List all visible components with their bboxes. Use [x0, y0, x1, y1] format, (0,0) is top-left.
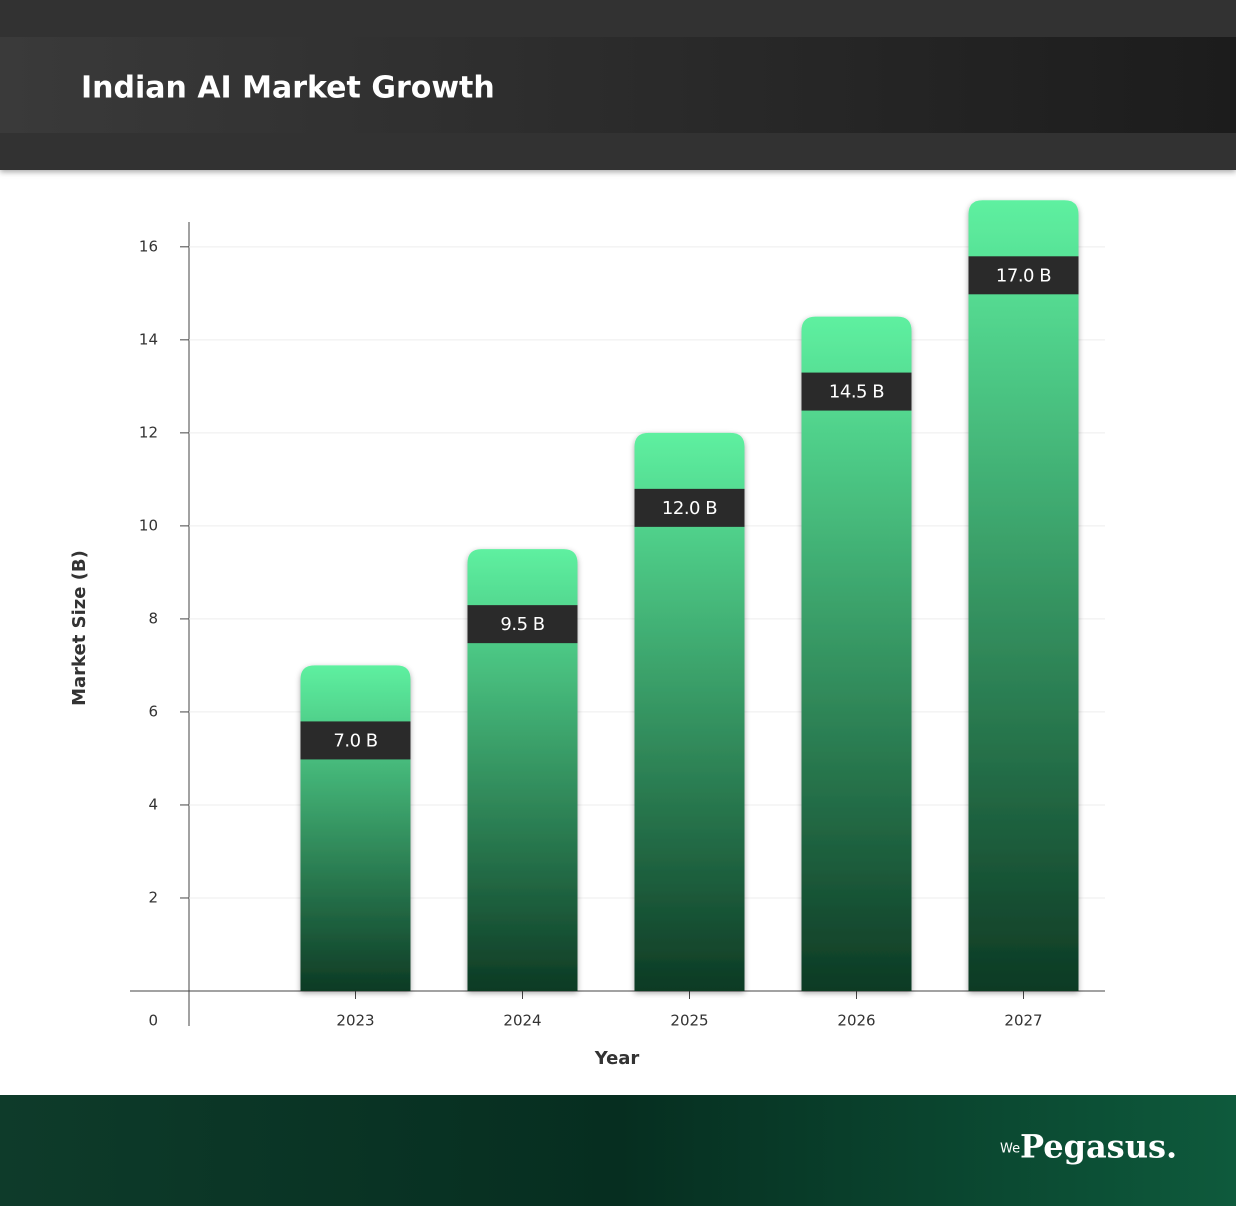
x-tick-label: 2026	[837, 1012, 875, 1030]
value-label: 12.0 B	[662, 498, 717, 519]
value-label: 14.5 B	[829, 382, 884, 403]
x-tick-label: 2025	[670, 1012, 708, 1030]
x-tick-label: 2023	[336, 1012, 374, 1030]
header-bar	[0, 37, 1236, 133]
y-tick-label: 6	[148, 702, 158, 720]
y-tick-label: 14	[139, 330, 158, 348]
y-tick-label: 16	[139, 237, 158, 255]
x-tick-label: 2024	[503, 1012, 541, 1030]
y-tick-label: 0	[148, 1012, 158, 1030]
value-label-bg	[801, 372, 912, 411]
y-tick-label: 2	[148, 888, 158, 906]
y-tick-label: 10	[139, 516, 158, 534]
value-label-bg	[300, 721, 411, 760]
x-tick-label: 2027	[1004, 1012, 1042, 1030]
y-tick-label: 4	[148, 795, 158, 813]
bar	[801, 316, 912, 991]
bar	[467, 549, 578, 991]
footer	[0, 1095, 1236, 1206]
value-label: 9.5 B	[500, 614, 544, 635]
value-label: 7.0 B	[333, 730, 377, 751]
brand-name: Pegasus.	[1020, 1128, 1177, 1166]
value-label-bg	[634, 488, 745, 527]
value-label-bg	[467, 605, 578, 644]
value-label: 17.0 B	[996, 265, 1051, 286]
value-label-bg	[968, 256, 1079, 295]
bar	[300, 665, 411, 991]
brand-prefix: We	[1000, 1142, 1020, 1157]
y-axis-title: Market Size (B)	[69, 550, 90, 706]
bar	[634, 432, 745, 991]
chart-title: Indian AI Market Growth	[81, 71, 495, 106]
bar	[968, 200, 1079, 992]
y-tick-label: 12	[139, 423, 158, 441]
y-tick-label: 8	[148, 609, 158, 627]
x-axis-title: Year	[594, 1048, 640, 1069]
